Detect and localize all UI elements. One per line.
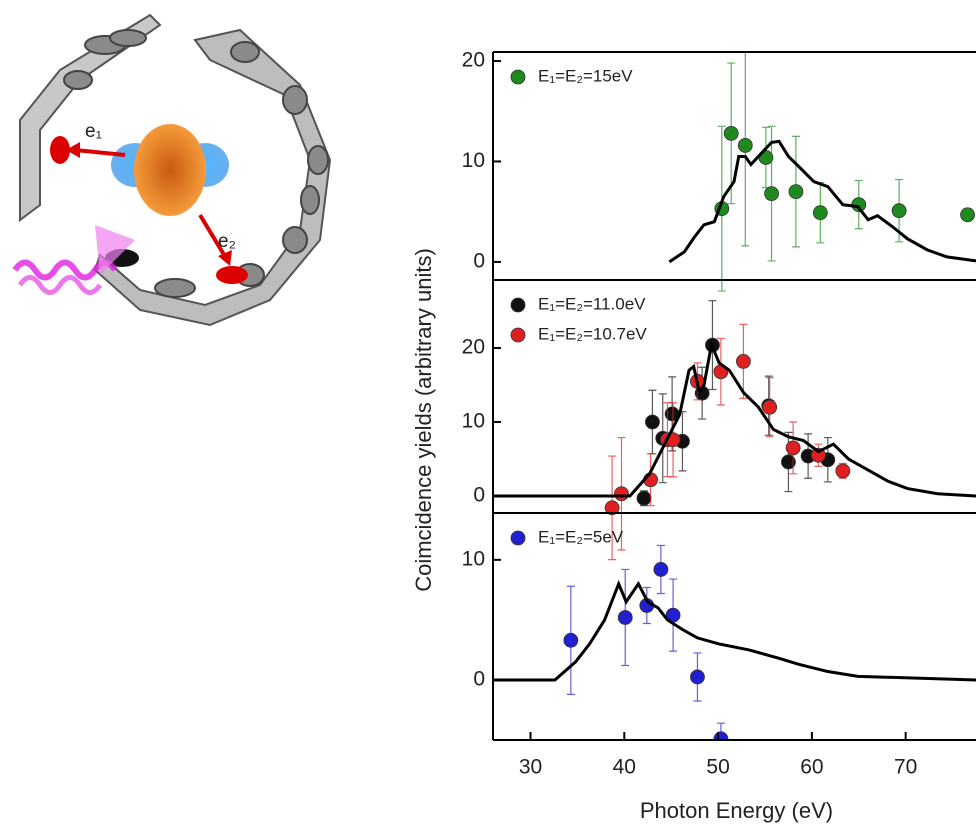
- illustration: e₁ e₂: [12, 13, 332, 327]
- legend-marker: [510, 297, 526, 313]
- x-tick-label: 30: [519, 756, 542, 779]
- model-curve: [668, 139, 976, 264]
- y-tick-label: 10: [462, 149, 485, 172]
- data-point: [960, 207, 975, 223]
- data-point: [653, 562, 669, 577]
- y-tick-label: 10: [462, 547, 485, 570]
- y-tick-label: 0: [473, 249, 485, 272]
- data-point: [811, 447, 826, 463]
- data-point: [788, 184, 804, 200]
- data-point: [713, 731, 729, 740]
- x-tick-label: 70: [894, 756, 917, 779]
- y-axis-label: Coimcidence yields (arbitrary units): [411, 248, 436, 592]
- y-tick-label: 10: [462, 410, 485, 433]
- legend-label: E₁=E₂=15eV: [538, 66, 633, 85]
- data-layer: [493, 52, 976, 740]
- data-point: [604, 500, 620, 516]
- x-tick-label: 50: [706, 756, 729, 779]
- electron-label: e₁: [85, 121, 102, 142]
- data-point: [764, 186, 779, 202]
- data-point: [781, 454, 796, 470]
- legend-label: E₁=E₂=5eV: [538, 527, 624, 546]
- legend-marker: [510, 69, 526, 85]
- data-point: [645, 414, 660, 430]
- x-tick-label: 40: [613, 756, 636, 779]
- plot-area: 0 10 20 E₁=E₂=15eV 0 10 20 Coimcidence yields (…: [411, 49, 976, 823]
- data-point: [762, 399, 778, 415]
- data-point: [891, 203, 907, 219]
- electron-label: e₂: [218, 231, 236, 252]
- y-tick-label: 20: [462, 49, 485, 72]
- data-point: [785, 440, 801, 456]
- data-point: [723, 125, 739, 141]
- model-curve: [493, 579, 976, 682]
- legend-label: E₁=E₂=11.0eV: [538, 294, 646, 313]
- data-point: [737, 138, 753, 153]
- data-point: [636, 490, 652, 506]
- data-point: [812, 205, 828, 221]
- x-axis-label: Photon Energy (eV): [640, 798, 833, 823]
- data-point: [563, 632, 579, 648]
- y-tick-label: 0: [473, 667, 485, 690]
- x-tick-label: 60: [800, 756, 823, 779]
- model-curve: [493, 339, 976, 498]
- data-point: [835, 463, 851, 479]
- data-point: [617, 610, 633, 625]
- legend-marker: [510, 327, 526, 343]
- data-point: [690, 669, 705, 685]
- data-point: [614, 486, 629, 502]
- data-point: [736, 353, 751, 369]
- legend-marker: [510, 530, 526, 546]
- y-tick-label: 20: [462, 336, 485, 359]
- legend-label: E₁=E₂=10.7eV: [538, 324, 647, 343]
- y-tick-label: 0: [473, 484, 485, 507]
